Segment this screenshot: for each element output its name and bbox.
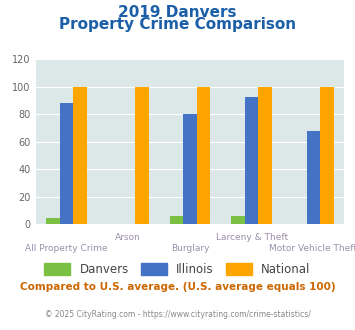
Bar xyxy=(60,103,73,224)
Bar xyxy=(231,216,245,224)
Bar xyxy=(258,87,272,224)
Text: 2019 Danvers: 2019 Danvers xyxy=(118,5,237,20)
Bar xyxy=(197,87,210,224)
Bar xyxy=(183,115,197,224)
Text: All Property Crime: All Property Crime xyxy=(25,244,108,253)
Text: Arson: Arson xyxy=(115,233,141,242)
Text: Compared to U.S. average. (U.S. average equals 100): Compared to U.S. average. (U.S. average … xyxy=(20,282,335,292)
Bar xyxy=(135,87,148,224)
Text: Burglary: Burglary xyxy=(171,244,209,253)
Bar xyxy=(46,217,60,224)
Bar xyxy=(320,87,334,224)
Bar xyxy=(170,216,183,224)
Text: Motor Vehicle Theft: Motor Vehicle Theft xyxy=(269,244,355,253)
Bar xyxy=(245,96,258,224)
Bar xyxy=(73,87,87,224)
Text: Larceny & Theft: Larceny & Theft xyxy=(215,233,288,242)
Bar xyxy=(307,131,320,224)
Text: © 2025 CityRating.com - https://www.cityrating.com/crime-statistics/: © 2025 CityRating.com - https://www.city… xyxy=(45,310,310,319)
Legend: Danvers, Illinois, National: Danvers, Illinois, National xyxy=(40,258,315,281)
Text: Property Crime Comparison: Property Crime Comparison xyxy=(59,16,296,31)
